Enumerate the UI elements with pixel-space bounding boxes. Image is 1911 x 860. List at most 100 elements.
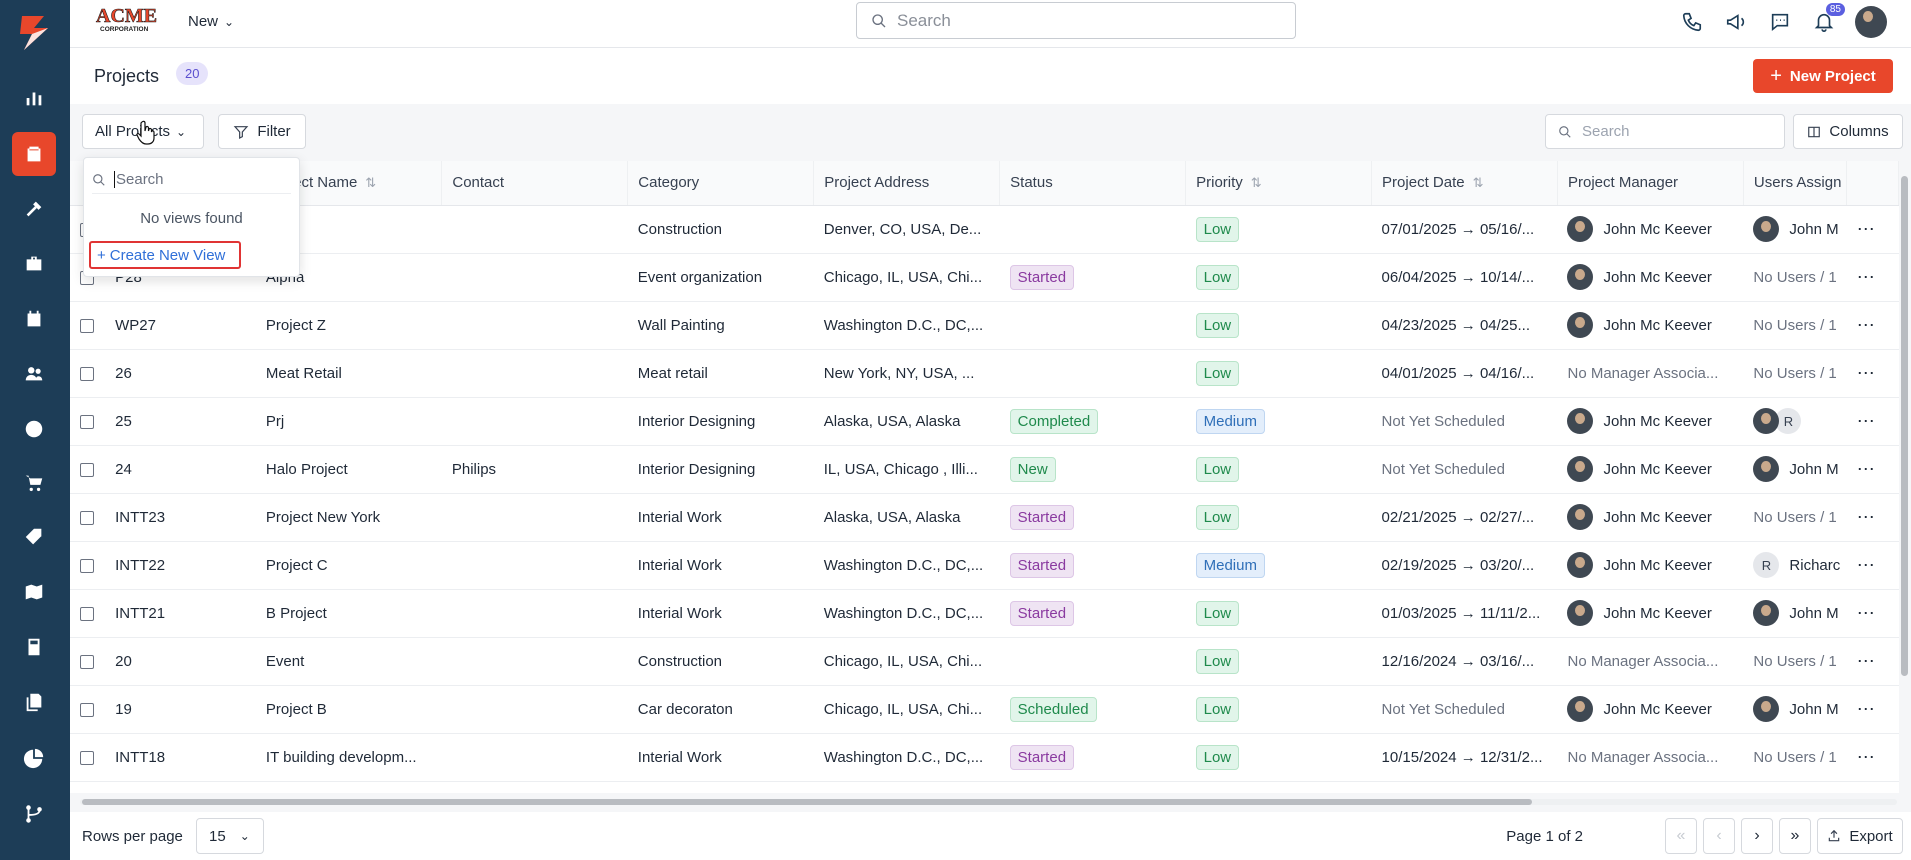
project-date: Not Yet Scheduled [1371, 397, 1558, 446]
project-name[interactable]: IT building developm... [255, 733, 442, 782]
priority-badge: Low [1195, 360, 1240, 386]
table-row[interactable]: 24 Halo Project Philips Interior Designi… [70, 445, 1899, 494]
sidebar-item-calendar[interactable] [12, 297, 56, 341]
sidebar-item-time[interactable] [12, 407, 56, 451]
project-id: INTT18 [105, 733, 256, 782]
export-button[interactable]: Export [1817, 818, 1903, 854]
row-checkbox[interactable] [80, 414, 94, 429]
sidebar-item-estimates[interactable] [12, 625, 56, 669]
more-actions-icon[interactable]: ⋯ [1856, 458, 1876, 479]
row-checkbox[interactable] [80, 318, 94, 333]
more-actions-icon[interactable]: ⋯ [1856, 314, 1876, 335]
sidebar-item-dashboard[interactable] [12, 76, 56, 120]
row-checkbox[interactable] [80, 606, 94, 621]
project-name[interactable]: B Project [255, 589, 442, 638]
table-row[interactable]: 25 Prj Interior Designing Alaska, USA, A… [70, 397, 1899, 446]
table-row[interactable]: INTT22 Project C Interial Work Washingto… [70, 541, 1899, 590]
header-project-date[interactable]: Project Date ⇅ [1371, 161, 1558, 206]
more-actions-icon[interactable]: ⋯ [1856, 650, 1876, 671]
more-actions-icon[interactable]: ⋯ [1856, 362, 1876, 383]
row-checkbox[interactable] [80, 702, 94, 717]
project-name[interactable]: Meat Retail [255, 349, 442, 398]
sidebar-item-projects[interactable] [12, 132, 56, 176]
megaphone-icon[interactable] [1723, 9, 1749, 35]
sort-icon[interactable]: ⇅ [1250, 175, 1262, 191]
first-page-button[interactable]: « [1665, 818, 1697, 854]
chat-icon[interactable] [1767, 9, 1793, 35]
create-new-view-button[interactable]: + Create New View [89, 241, 241, 269]
project-name[interactable]: Prj [255, 397, 442, 446]
sidebar-item-contacts[interactable] [12, 352, 56, 396]
project-name[interactable]: Project B [255, 685, 442, 734]
columns-button[interactable]: Columns [1793, 114, 1903, 149]
sidebar-item-map[interactable] [12, 570, 56, 614]
table-row[interactable]: INTT18 IT building developm... Interial … [70, 733, 1899, 782]
sort-icon[interactable]: ⇅ [1472, 175, 1484, 191]
prev-page-button[interactable]: ‹ [1703, 818, 1735, 854]
project-name[interactable]: Project C [255, 541, 442, 590]
notifications-icon[interactable]: 85 [1811, 3, 1845, 35]
new-project-button[interactable]: + New Project [1753, 59, 1893, 93]
row-checkbox[interactable] [80, 750, 94, 765]
sidebar-item-documents[interactable] [12, 680, 56, 724]
row-checkbox[interactable] [80, 510, 94, 525]
project-name[interactable]: Event [255, 637, 442, 686]
phone-icon[interactable] [1679, 9, 1705, 35]
sidebar-item-pricing[interactable] [12, 515, 56, 559]
search-icon [872, 13, 886, 27]
table-search-input[interactable]: Search [1545, 114, 1785, 149]
users-assigned-cell: R [1743, 397, 1847, 446]
last-page-button[interactable]: » [1779, 818, 1811, 854]
sort-icon[interactable]: ⇅ [365, 175, 377, 191]
header-project-manager[interactable]: Project Manager [1557, 161, 1744, 206]
header-priority[interactable]: Priority ⇅ [1185, 161, 1373, 206]
more-actions-icon[interactable]: ⋯ [1856, 554, 1876, 575]
horizontal-scrollbar[interactable] [80, 796, 1897, 806]
project-name[interactable]: Halo Project [255, 445, 442, 494]
header-users-assigned[interactable]: Users Assign [1743, 161, 1848, 206]
table-row[interactable]: P28 Alpha Event organization Chicago, IL… [70, 253, 1899, 302]
sidebar-item-orders[interactable] [12, 461, 56, 505]
svg-text:ACME: ACME [96, 5, 157, 27]
vertical-scrollbar[interactable] [1901, 168, 1909, 698]
sidebar-item-workflow[interactable] [12, 792, 56, 836]
sidebar-item-tools[interactable] [12, 187, 56, 231]
more-actions-icon[interactable]: ⋯ [1856, 746, 1876, 767]
table-row[interactable]: INTT23 Project New York Interial Work Al… [70, 493, 1899, 542]
project-name[interactable]: Project New York [255, 493, 442, 542]
sidebar-item-reports[interactable] [12, 736, 56, 780]
row-checkbox[interactable] [80, 366, 94, 381]
project-name[interactable]: Project Z [255, 301, 442, 350]
row-checkbox[interactable] [80, 558, 94, 573]
table-row[interactable]: 26 Meat Retail Meat retail New York, NY,… [70, 349, 1899, 398]
app-logo-icon[interactable] [14, 12, 54, 56]
new-menu[interactable]: New ⌄ [188, 13, 234, 30]
more-actions-icon[interactable]: ⋯ [1856, 266, 1876, 287]
more-actions-icon[interactable]: ⋯ [1856, 410, 1876, 431]
more-actions-icon[interactable]: ⋯ [1856, 602, 1876, 623]
sidebar-item-jobs[interactable] [12, 242, 56, 286]
user-avatar[interactable] [1855, 6, 1887, 38]
company-logo[interactable]: ACME CORPORATION [94, 4, 166, 34]
header-status[interactable]: Status [999, 161, 1187, 206]
filter-button[interactable]: Filter [218, 114, 306, 149]
row-checkbox[interactable] [80, 462, 94, 477]
table-row[interactable]: Prj Construction Denver, CO, USA, De... … [70, 205, 1899, 254]
table-row[interactable]: 19 Project B Car decoraton Chicago, IL, … [70, 685, 1899, 734]
assigned-users: No Users / 1 [1753, 508, 1837, 526]
header-project-address[interactable]: Project Address [813, 161, 1001, 206]
more-actions-icon[interactable]: ⋯ [1856, 698, 1876, 719]
more-actions-icon[interactable]: ⋯ [1856, 218, 1876, 239]
table-row[interactable]: INTT21 B Project Interial Work Washingto… [70, 589, 1899, 638]
row-checkbox[interactable] [80, 654, 94, 669]
header-category[interactable]: Category [627, 161, 815, 206]
header-contact[interactable]: Contact [441, 161, 629, 206]
project-address: Washington D.C., DC,... [813, 541, 1000, 590]
table-row[interactable]: 20 Event Construction Chicago, IL, USA, … [70, 637, 1899, 686]
views-search-input[interactable]: Search [92, 166, 291, 194]
rows-per-page-select[interactable]: 15 ⌄ [196, 818, 264, 854]
next-page-button[interactable]: › [1741, 818, 1773, 854]
table-row[interactable]: WP27 Project Z Wall Painting Washington … [70, 301, 1899, 350]
more-actions-icon[interactable]: ⋯ [1856, 506, 1876, 527]
global-search-input[interactable]: Search [856, 2, 1296, 39]
